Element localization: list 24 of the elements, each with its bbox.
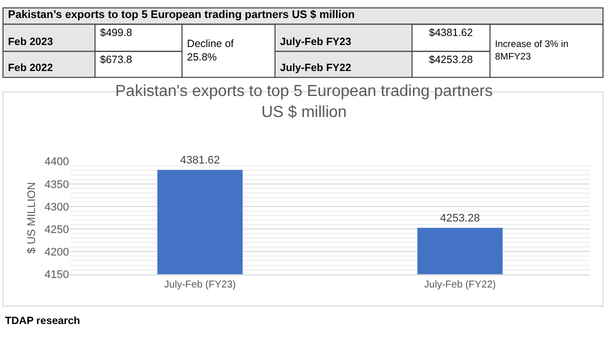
y-tick-label: 4250 — [44, 224, 69, 236]
y-tick-label: 4400 — [44, 156, 69, 168]
y-tick-label: 4150 — [44, 269, 69, 282]
text: $499.8 — [100, 27, 132, 39]
text: Increase of 3% in 8MFY23 — [495, 39, 568, 62]
text: Feb 2023 — [8, 36, 54, 48]
y-axis-title: $ US MILLION — [26, 182, 38, 254]
chart-title: Pakistan's exports to top 5 European trading partners US $ million — [115, 83, 493, 121]
text: Feb 2022 — [8, 62, 54, 74]
text: July-Feb FY22 — [280, 62, 352, 74]
text: TDAP research — [5, 315, 80, 327]
data-label: 4381.62 — [180, 154, 220, 167]
text: $4253.28 — [429, 54, 473, 66]
data-label: 4253.28 — [440, 212, 480, 225]
y-tick-label: 4200 — [44, 246, 69, 259]
text: Pakistan’s exports to top 5 European trading partners US $ million — [8, 9, 356, 21]
text: Decline of 25.8% — [187, 38, 234, 64]
x-tick-label: July-Feb (FY23) — [164, 279, 236, 290]
text: July-Feb FY23 — [280, 36, 352, 48]
text: $673.8 — [100, 54, 132, 66]
text: $4381.62 — [429, 27, 473, 39]
y-tick-label: 4300 — [44, 201, 69, 214]
y-tick-label: 4350 — [44, 178, 69, 191]
x-tick-label: July-Feb (FY22) — [424, 279, 496, 290]
